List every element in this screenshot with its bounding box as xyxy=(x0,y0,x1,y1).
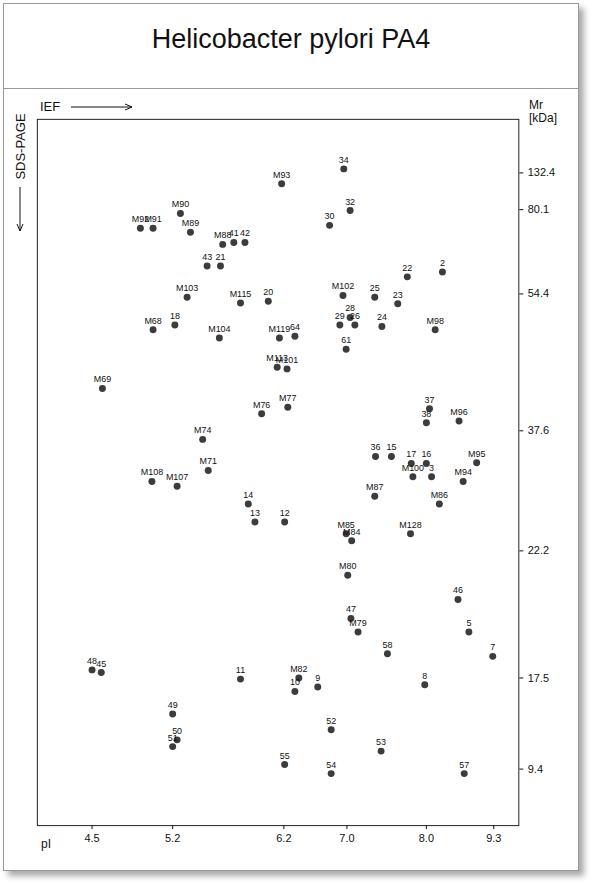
svg-text:9: 9 xyxy=(315,673,320,683)
svg-text:M103: M103 xyxy=(176,283,198,293)
svg-text:M85: M85 xyxy=(337,519,355,530)
svg-text:M79: M79 xyxy=(349,618,366,628)
svg-text:37: 37 xyxy=(425,395,435,405)
svg-text:M69: M69 xyxy=(94,374,111,384)
svg-text:49: 49 xyxy=(168,700,178,710)
svg-text:46: 46 xyxy=(453,585,463,595)
svg-text:8.0: 8.0 xyxy=(419,832,434,844)
svg-text:M94: M94 xyxy=(454,467,471,477)
html-text:IEF: IEF xyxy=(40,99,61,114)
svg-text:4.5: 4.5 xyxy=(84,832,99,844)
svg-text:8: 8 xyxy=(422,671,427,681)
svg-text:54.4: 54.4 xyxy=(528,287,549,299)
svg-text:43: 43 xyxy=(202,252,212,262)
svg-text:M88: M88 xyxy=(214,230,232,241)
svg-text:57: 57 xyxy=(459,760,469,770)
svg-text:M71: M71 xyxy=(200,456,217,466)
svg-text:55: 55 xyxy=(280,751,290,761)
svg-text:9.3: 9.3 xyxy=(486,832,501,844)
svg-text:42: 42 xyxy=(240,228,250,238)
svg-text:80.1: 80.1 xyxy=(528,203,549,215)
svg-text:17: 17 xyxy=(406,449,416,459)
svg-text:132.4: 132.4 xyxy=(528,166,555,178)
svg-text:18: 18 xyxy=(170,311,180,321)
svg-text:M100: M100 xyxy=(402,463,424,473)
svg-text:5.2: 5.2 xyxy=(165,832,180,844)
svg-text:M102: M102 xyxy=(332,281,354,291)
svg-text:15: 15 xyxy=(386,442,396,452)
svg-text:M90: M90 xyxy=(172,199,189,209)
svg-text:38: 38 xyxy=(421,409,431,419)
svg-text:14: 14 xyxy=(243,490,253,500)
svg-text:17.5: 17.5 xyxy=(528,671,549,683)
svg-text:7.0: 7.0 xyxy=(339,832,354,844)
svg-text:16: 16 xyxy=(421,449,431,459)
svg-text:2: 2 xyxy=(440,258,445,268)
svg-text:11: 11 xyxy=(236,665,245,675)
svg-text:61: 61 xyxy=(341,335,351,345)
svg-text:52: 52 xyxy=(326,716,336,726)
svg-text:M86: M86 xyxy=(431,490,448,500)
svg-text:5: 5 xyxy=(466,618,471,628)
svg-text:34: 34 xyxy=(339,155,349,165)
svg-text:M68: M68 xyxy=(144,316,161,326)
svg-text:M128: M128 xyxy=(399,520,421,530)
svg-text:22: 22 xyxy=(402,263,412,273)
svg-text:28: 28 xyxy=(345,303,356,314)
svg-text:54: 54 xyxy=(326,760,336,770)
svg-text:47: 47 xyxy=(346,604,356,614)
svg-text:51: 51 xyxy=(168,733,178,743)
svg-text:M93: M93 xyxy=(273,170,290,180)
html-text:Mr [kDa]: Mr [kDa] xyxy=(529,98,557,125)
svg-text:3: 3 xyxy=(429,463,434,473)
svg-text:64: 64 xyxy=(290,322,300,332)
svg-text:24: 24 xyxy=(377,312,387,322)
svg-text:M77: M77 xyxy=(279,393,296,403)
svg-text:36: 36 xyxy=(371,442,381,452)
svg-text:50: 50 xyxy=(172,725,183,736)
svg-text:26: 26 xyxy=(350,311,360,321)
svg-text:M91: M91 xyxy=(144,214,161,224)
svg-text:21: 21 xyxy=(215,252,225,262)
svg-text:45: 45 xyxy=(96,658,106,668)
svg-text:M101: M101 xyxy=(276,355,298,365)
svg-text:32: 32 xyxy=(345,197,355,207)
svg-text:M80: M80 xyxy=(339,561,356,571)
svg-text:37.6: 37.6 xyxy=(528,424,549,436)
svg-text:M89: M89 xyxy=(182,218,199,228)
svg-text:M76: M76 xyxy=(253,400,270,410)
svg-text:M104: M104 xyxy=(208,324,230,334)
svg-text:29: 29 xyxy=(335,311,345,321)
svg-text:M95: M95 xyxy=(468,449,485,459)
svg-text:M115: M115 xyxy=(230,289,252,299)
svg-text:9.4: 9.4 xyxy=(528,763,543,775)
html-text:pI: pI xyxy=(41,837,51,851)
svg-text:25: 25 xyxy=(370,283,380,293)
svg-text:M107: M107 xyxy=(166,472,188,482)
svg-text:7: 7 xyxy=(490,642,495,652)
svg-text:41: 41 xyxy=(229,228,239,238)
svg-text:M87: M87 xyxy=(366,482,383,492)
svg-text:48: 48 xyxy=(87,655,97,666)
svg-text:M108: M108 xyxy=(141,467,163,477)
svg-text:M92: M92 xyxy=(131,214,150,225)
svg-text:53: 53 xyxy=(376,737,386,747)
svg-text:M84: M84 xyxy=(343,527,360,537)
svg-text:30: 30 xyxy=(325,211,335,221)
svg-text:58: 58 xyxy=(382,640,392,650)
svg-text:M82: M82 xyxy=(290,664,307,674)
svg-text:23: 23 xyxy=(393,290,403,300)
svg-text:13: 13 xyxy=(250,508,260,518)
svg-text:M96: M96 xyxy=(450,407,467,417)
html-text:Helicobacter pylori PA4: Helicobacter pylori PA4 xyxy=(151,24,431,54)
html-text:SDS-PAGE: SDS-PAGE xyxy=(12,113,28,180)
svg-text:10: 10 xyxy=(290,677,300,687)
svg-text:M119: M119 xyxy=(269,324,291,334)
svg-text:6.2: 6.2 xyxy=(276,832,291,844)
svg-text:20: 20 xyxy=(263,287,273,297)
svg-text:M98: M98 xyxy=(426,316,443,326)
svg-text:M74: M74 xyxy=(194,425,211,435)
svg-text:12: 12 xyxy=(280,508,290,518)
svg-text:22.2: 22.2 xyxy=(528,544,549,556)
